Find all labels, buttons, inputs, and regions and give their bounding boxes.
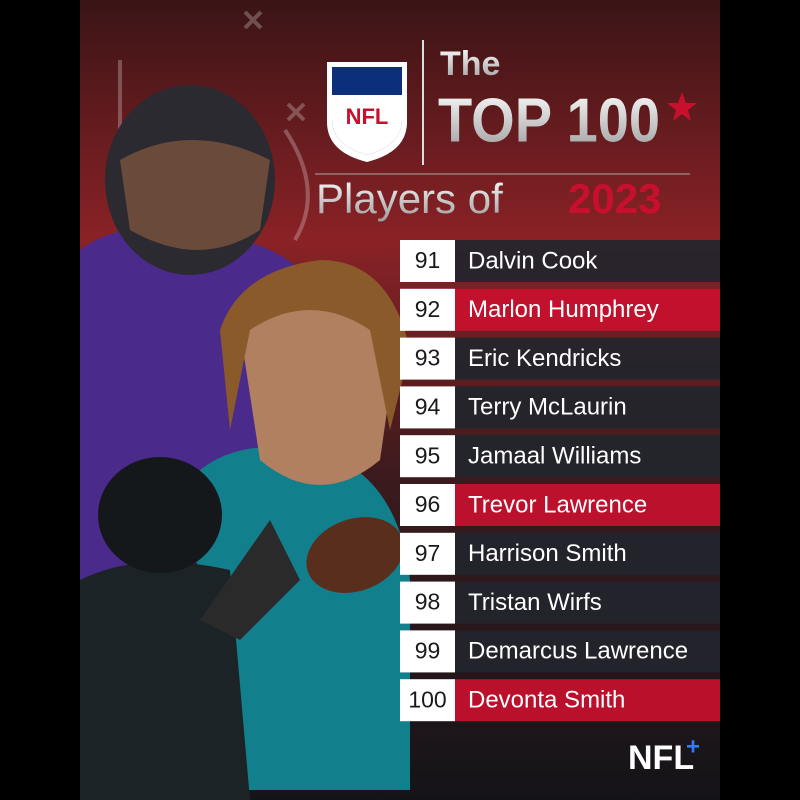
logo-text: NFL — [346, 104, 389, 129]
rank-cell — [400, 630, 455, 673]
rank-cell — [400, 288, 455, 331]
rank-cell — [400, 435, 455, 478]
subtitle-year: 2023 — [568, 175, 661, 222]
rank-cell — [400, 386, 455, 429]
name-cell — [455, 240, 720, 282]
rank: 94 — [415, 393, 441, 419]
player-name: Harrison Smith — [468, 540, 627, 567]
nfl-shield: NFL — [327, 62, 407, 162]
player-name: Dalvin Cook — [468, 247, 598, 274]
rank-cell — [400, 337, 455, 380]
player-name: Tristan Wirfs — [468, 589, 602, 616]
star — [667, 92, 697, 121]
name-cell — [455, 386, 720, 429]
rank: 99 — [415, 637, 441, 663]
rank-cell — [400, 532, 455, 575]
title-top: TOP 100 — [438, 86, 660, 155]
player-art — [80, 85, 410, 800]
ranking-list: 91 Dalvin Cook 92 Marlon Humphrey 93 Eric Ken… — [400, 240, 720, 722]
name-cell — [455, 630, 720, 673]
rank: 92 — [415, 296, 441, 322]
player-name: Marlon Humphrey — [468, 296, 659, 323]
name-cell — [455, 288, 720, 331]
subtitle: Players of — [316, 175, 503, 222]
rank: 98 — [415, 589, 441, 615]
player-name: Terry McLaurin — [468, 394, 627, 421]
name-cell — [455, 435, 720, 478]
rank: 93 — [415, 345, 441, 371]
rank-cell — [400, 679, 455, 722]
name-cell — [455, 484, 720, 526]
player-name: Trevor Lawrence — [468, 491, 647, 518]
nfl-plus-logo: NFL + — [628, 733, 700, 777]
rank: 97 — [415, 540, 441, 566]
rank: 95 — [415, 442, 441, 468]
rank: 91 — [415, 247, 441, 273]
rank-cell — [400, 581, 455, 624]
footer-plus: + — [686, 733, 700, 760]
player-name: Demarcus Lawrence — [468, 638, 688, 665]
footer-brand: NFL — [628, 739, 694, 777]
name-cell — [455, 581, 720, 624]
title-the: The — [440, 45, 500, 83]
name-cell — [455, 337, 720, 380]
player-name: Devonta Smith — [468, 687, 625, 714]
player-name: Jamaal Williams — [468, 443, 641, 470]
rank: 96 — [415, 491, 441, 517]
rank-cell — [400, 484, 455, 526]
player-name: Eric Kendricks — [468, 345, 621, 372]
rank: 100 — [408, 686, 446, 712]
rank-cell — [400, 240, 455, 282]
name-cell — [455, 679, 720, 722]
name-cell — [455, 532, 720, 575]
